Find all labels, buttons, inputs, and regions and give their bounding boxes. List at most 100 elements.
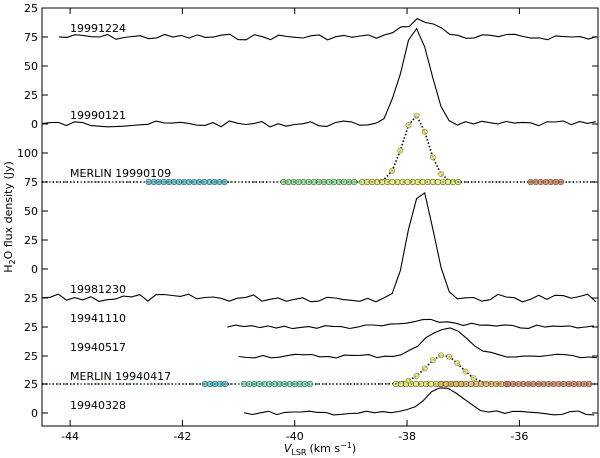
baseline-dot [80,383,83,385]
component-marker [271,380,278,388]
baseline-dot [402,383,405,385]
baseline-dot [379,383,381,385]
peak-marker [421,365,428,372]
component-marker [537,178,544,186]
baseline-dot [387,383,389,385]
peak-marker [405,377,412,384]
baseline-dot [575,181,578,183]
baseline-dot [324,181,326,183]
baseline-dot [528,383,531,385]
baseline-dot [520,383,523,385]
baseline-dot [355,181,358,183]
component-marker [301,380,308,388]
baseline-dot [245,383,248,385]
baseline-dot [465,383,468,385]
baseline-dot [56,383,59,385]
baseline-dot [567,181,570,183]
baseline-dot [151,181,154,183]
y-tick-label: 25 [24,378,38,391]
baseline-dot [575,383,578,385]
component-markers [41,352,594,388]
baseline-dot [339,181,342,183]
x-tick-label: -42 [173,430,191,443]
baseline-dot [245,181,248,183]
baseline-dot [371,181,374,183]
baseline-dot [253,181,256,183]
baseline-dot [198,383,201,385]
baseline-dot [111,181,114,183]
y-tick-label: 100 [17,147,38,160]
baseline-dot [96,383,98,385]
baseline-dot [544,181,547,183]
series-line [244,387,595,416]
peak-marker [438,352,444,359]
series-line [58,17,597,41]
baseline-dot [261,181,264,183]
baseline-dot [159,181,161,183]
baseline-dot [182,181,185,183]
baseline-dot [560,383,562,385]
peak-marker [429,357,436,364]
spectrum-label: 19981230 [70,283,126,296]
baseline-dot [64,181,67,183]
baseline-dot [237,383,240,385]
component-markers [41,112,594,186]
baseline-dot [536,181,539,183]
baseline-dot [394,383,397,385]
peak-marker [438,171,444,177]
x-axis-ticks: -44 -42 -40 -38 -36 [61,8,528,443]
baseline-dot [159,383,161,385]
x-axis-label: VLSR (km s−1) [284,441,356,457]
baseline-dot [536,383,539,385]
baseline-dot [473,181,476,183]
y-tick-label: 0 [31,263,38,276]
baseline-dot [560,181,562,183]
baseline-dot [512,383,515,385]
baseline-dot [489,383,492,385]
baseline-dot [72,383,75,385]
baseline-dot [135,383,138,385]
baseline-dot [332,383,334,385]
baseline-dot [489,181,492,183]
baseline-dot [261,383,264,385]
spectrum-label: 19990121 [70,109,126,122]
baseline-dot [387,181,389,183]
baseline-dot [520,181,523,183]
baseline-dot [567,383,570,385]
component-marker [145,178,152,186]
y-tick-label: 25 [24,89,38,102]
y-tick-label: 75 [24,31,38,44]
baseline-dot [450,181,452,183]
baseline-dot [347,383,350,385]
baseline-dot [166,383,169,385]
peak-marker [470,375,477,381]
baseline-dot [473,383,476,385]
x-tick-label: -44 [61,430,79,443]
baseline-dot [277,181,279,183]
baseline-dot [253,383,256,385]
peak-marker [421,128,428,135]
baseline-dot [119,383,122,385]
component-marker [341,178,348,186]
baseline-dot [214,181,216,183]
baseline-dot [410,383,413,385]
baseline-dot [198,181,201,183]
y-tick-label: 25 [24,2,38,15]
baseline-dot [206,181,209,183]
baseline-dot [481,181,484,183]
component-marker [256,380,263,388]
component-marker [428,380,435,388]
baseline-dot [135,181,138,183]
spectrum-label: MERLIN 19940417 [70,370,171,383]
baseline-dot [56,181,59,183]
spectrum-label: 19940517 [70,341,126,354]
y-tick-label: 25 [24,234,38,247]
baseline-dot [80,181,83,183]
baseline-dot [339,383,342,385]
y-axis-ticks: 25 75 50 25 0 100 75 50 25 0 25 25 25 25 0 [17,2,598,420]
component-marker [389,178,396,186]
baseline-dot [292,181,295,183]
component-marker [310,178,317,186]
baseline-dot [284,383,287,385]
series-line [238,327,597,359]
